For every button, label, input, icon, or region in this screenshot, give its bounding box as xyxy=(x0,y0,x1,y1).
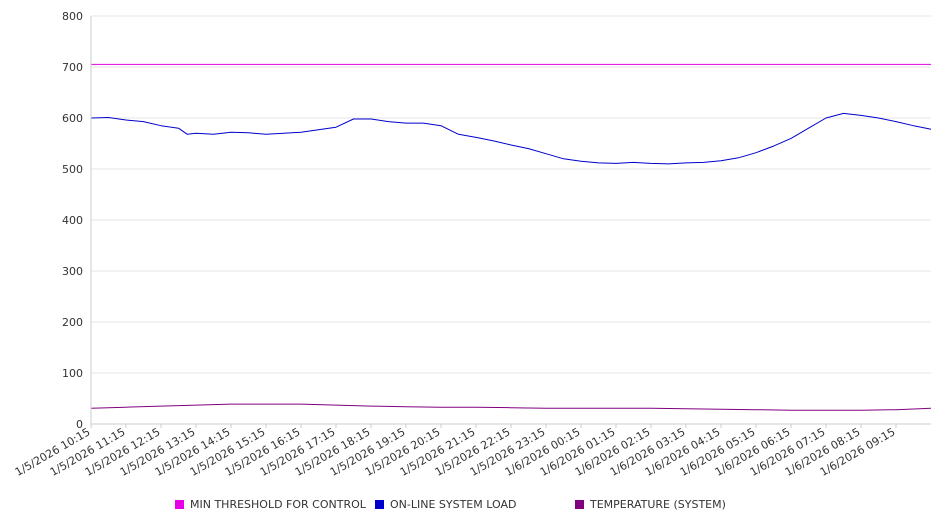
x-axis: 1/5/2026 10:151/5/2026 11:151/5/2026 12:… xyxy=(13,424,898,479)
y-tick-label: 300 xyxy=(62,265,83,278)
series-line-temperature xyxy=(90,403,932,411)
legend-item-min-threshold[interactable]: MIN THRESHOLD FOR CONTROL xyxy=(175,498,366,511)
grid-lines xyxy=(91,15,931,374)
legend: MIN THRESHOLD FOR CONTROL ON-LINE SYSTEM… xyxy=(0,498,946,512)
y-tick-label: 500 xyxy=(62,163,83,176)
y-tick-label: 100 xyxy=(62,367,83,380)
legend-label-system-load: ON-LINE SYSTEM LOAD xyxy=(390,498,517,511)
y-axis: 0 100 200 300 400 500 600 700 800 xyxy=(62,10,83,431)
legend-swatch-temperature xyxy=(575,500,584,509)
y-tick-label: 0 xyxy=(76,418,83,431)
legend-label-temperature: TEMPERATURE (SYSTEM) xyxy=(590,498,726,511)
plot-series xyxy=(90,63,932,411)
y-tick-label: 400 xyxy=(62,214,83,227)
legend-item-temperature[interactable]: TEMPERATURE (SYSTEM) xyxy=(575,498,726,511)
y-tick-label: 800 xyxy=(62,10,83,23)
y-tick-label: 200 xyxy=(62,316,83,329)
legend-swatch-system-load xyxy=(375,500,384,509)
y-tick-label: 600 xyxy=(62,112,83,125)
legend-swatch-min-threshold xyxy=(175,500,184,509)
series-line-system-load xyxy=(90,112,932,165)
y-tick-label: 700 xyxy=(62,61,83,74)
legend-item-system-load[interactable]: ON-LINE SYSTEM LOAD xyxy=(375,498,516,511)
legend-label-min-threshold: MIN THRESHOLD FOR CONTROL xyxy=(190,498,366,511)
